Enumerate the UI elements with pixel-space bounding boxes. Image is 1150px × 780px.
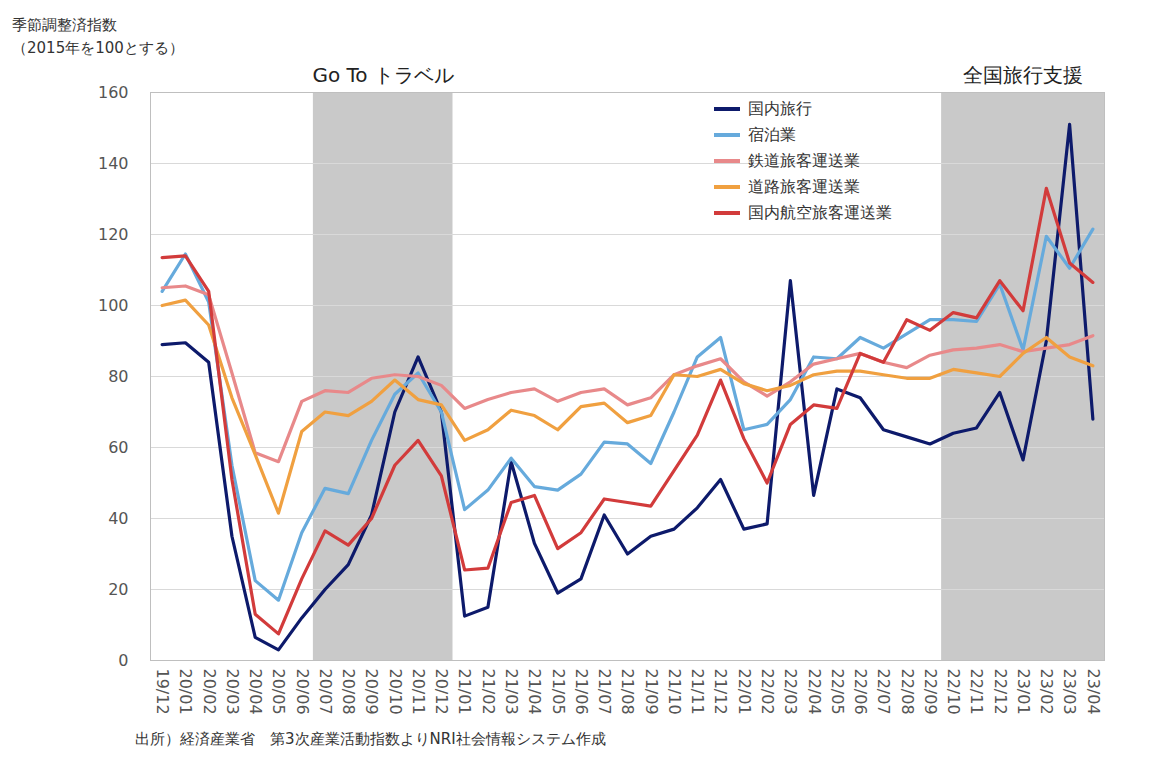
- html-text:宿泊業: 宿泊業: [748, 124, 796, 144]
- svg-text:23/02: 23/02: [1037, 669, 1056, 715]
- svg-text:23/01: 23/01: [1014, 669, 1033, 715]
- html-text:国内旅行: 国内旅行: [748, 98, 812, 118]
- svg-text:21/05: 21/05: [549, 669, 568, 715]
- svg-text:Go To トラベル: Go To トラベル: [312, 63, 454, 87]
- svg-text:19/12: 19/12: [153, 669, 172, 715]
- svg-text:22/04: 22/04: [805, 669, 824, 715]
- svg-text:22/05: 22/05: [828, 669, 847, 715]
- html-text:（2015年を100とする）: （2015年を100とする）: [12, 39, 184, 57]
- svg-text:20/09: 20/09: [362, 669, 381, 715]
- svg-text:21/03: 21/03: [502, 669, 521, 715]
- svg-text:21/06: 21/06: [572, 669, 591, 715]
- svg-text:20/10: 20/10: [386, 669, 405, 715]
- svg-text:20/04: 20/04: [246, 669, 265, 715]
- svg-text:22/10: 22/10: [944, 669, 963, 715]
- svg-text:21/04: 21/04: [525, 669, 544, 715]
- svg-text:20/05: 20/05: [269, 669, 288, 715]
- svg-text:20/06: 20/06: [293, 669, 312, 715]
- svg-text:20/12: 20/12: [432, 669, 451, 715]
- svg-text:21/09: 21/09: [642, 669, 661, 715]
- html-text:季節調整済指数: 季節調整済指数: [12, 16, 117, 34]
- svg-text:23/04: 23/04: [1084, 669, 1103, 715]
- svg-text:22/02: 22/02: [758, 669, 777, 715]
- svg-text:22/09: 22/09: [921, 669, 940, 715]
- svg-text:22/06: 22/06: [851, 669, 870, 715]
- svg-text:23/03: 23/03: [1060, 669, 1079, 715]
- svg-text:160: 160: [98, 83, 129, 102]
- svg-text:20/07: 20/07: [316, 669, 335, 715]
- svg-text:22/08: 22/08: [898, 669, 917, 715]
- svg-text:20/03: 20/03: [223, 669, 242, 715]
- svg-text:120: 120: [98, 225, 129, 244]
- svg-text:21/08: 21/08: [618, 669, 637, 715]
- svg-text:22/11: 22/11: [967, 669, 986, 715]
- svg-text:21/07: 21/07: [595, 669, 614, 715]
- svg-text:0: 0: [118, 651, 128, 670]
- svg-text:20/08: 20/08: [339, 669, 358, 715]
- svg-text:40: 40: [108, 509, 128, 528]
- svg-text:21/10: 21/10: [665, 669, 684, 715]
- svg-text:60: 60: [108, 438, 128, 457]
- svg-text:20/11: 20/11: [409, 669, 428, 715]
- svg-text:21/11: 21/11: [688, 669, 707, 715]
- svg-text:100: 100: [98, 296, 129, 315]
- svg-text:22/07: 22/07: [874, 669, 893, 715]
- svg-text:21/01: 21/01: [456, 669, 475, 715]
- svg-text:全国旅行支援: 全国旅行支援: [963, 63, 1083, 87]
- svg-text:20/01: 20/01: [176, 669, 195, 715]
- svg-text:20/02: 20/02: [200, 669, 219, 715]
- html-text:道路旅客運送業: 道路旅客運送業: [748, 176, 860, 196]
- svg-text:22/12: 22/12: [991, 669, 1010, 715]
- svg-text:22/03: 22/03: [781, 669, 800, 715]
- html-text:国内航空旅客運送業: 国内航空旅客運送業: [748, 202, 892, 222]
- svg-text:20: 20: [108, 580, 128, 599]
- html-text:鉄道旅客運送業: 鉄道旅客運送業: [748, 150, 860, 170]
- svg-text:22/01: 22/01: [735, 669, 754, 715]
- svg-text:80: 80: [108, 367, 128, 386]
- svg-text:21/02: 21/02: [479, 669, 498, 715]
- svg-text:140: 140: [98, 154, 129, 173]
- svg-text:21/12: 21/12: [711, 669, 730, 715]
- html-text:出所）経済産業省 第3次産業活動指数よりNRI社会情報システ: 出所）経済産業省 第3次産業活動指数よりNRI社会情報システム作成: [135, 730, 606, 748]
